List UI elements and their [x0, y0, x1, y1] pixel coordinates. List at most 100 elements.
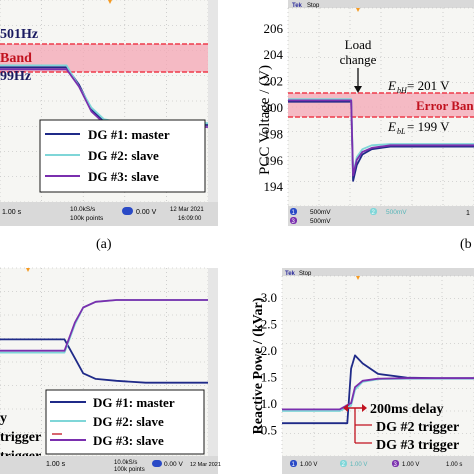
panel-d-dg3-trigger: DG #3 trigger: [376, 438, 459, 453]
panel-c-trigger-marker: [26, 268, 30, 272]
panel-b-trigger-marker: [356, 8, 360, 12]
panel-d-ch2-badge: [340, 460, 347, 467]
panel-b-ch3-num: 3: [292, 219, 296, 225]
panel-a: 501Hz Band 99Hz DG #1: master DG #2: sla…: [0, 0, 218, 252]
panel-c-scope-edge: [208, 268, 218, 456]
panel-c: DG #1: master DG #2: slave DG #3: slave …: [0, 267, 221, 474]
panel-d-ch1-num: 1: [292, 462, 296, 468]
y-tick-label: 1.0: [261, 396, 277, 411]
panel-a-footer-timebase: 1.00 s: [2, 209, 22, 216]
panel-b-ch2-badge: [370, 208, 377, 215]
panel-d-ch3-num: 3: [394, 462, 398, 468]
series-line-3: [288, 99, 474, 177]
panel-b-traces: [288, 98, 474, 182]
panel-d-footer: 1 1.00 V 2 1.00 V 3 1.00 V 1.00 s: [282, 456, 474, 474]
panel-b-footer-bar: [288, 206, 474, 226]
panel-a-legend-label-2: DG #2: slave: [88, 148, 159, 163]
panel-d-delay-label: 200ms delay: [370, 402, 444, 417]
y-tick-label: 2.5: [261, 317, 277, 332]
panel-c-footer-date: 12 Mar 2021: [190, 462, 221, 468]
y-tick-label: 206: [264, 21, 284, 36]
panel-c-traces: [0, 299, 208, 384]
y-tick-label: 204: [264, 47, 284, 62]
panel-d-delay-arrow-left: [343, 404, 348, 412]
panel-c-legend-label-1: DG #1: master: [93, 395, 175, 410]
y-tick-label: 2.0: [261, 343, 277, 358]
panel-d-tek: Tek: [285, 271, 296, 277]
panel-b-ch2-val: 500mV: [386, 209, 407, 216]
panel-d-ch1-badge: [290, 460, 297, 467]
panel-b-stop: Stop: [307, 3, 320, 9]
panel-a-trigger-marker: [108, 0, 112, 4]
panel-b-ch1-num: 1: [292, 210, 296, 216]
panel-b-label: (b: [460, 237, 472, 252]
y-tick-label: 0.5: [261, 423, 277, 438]
panel-d-trigger-marker: [356, 276, 360, 280]
panel-d-stop: Stop: [299, 271, 312, 277]
panel-d-header: [282, 268, 474, 276]
panel-b-load-change-2: change: [340, 52, 377, 67]
panel-c-footer-rate-a: 10.0kS/s: [114, 460, 137, 466]
y-tick-label: 196: [264, 153, 284, 168]
panel-b-band: [288, 93, 474, 117]
panel-a-footer-date: 12 Mar 2021: [170, 207, 204, 213]
panel-d-ch2-val: 1.00 V: [350, 462, 367, 468]
panel-b-ch3-badge: [290, 217, 297, 224]
panel-b-ch1-val: 500mV: [310, 209, 331, 216]
panel-a-ann-band: Band: [0, 51, 32, 66]
panel-d-traces: [282, 354, 474, 425]
series-line-3: [282, 377, 474, 411]
panel-c-footer-trigger: 0.00 V: [164, 461, 183, 468]
panel-a-legend: DG #1: master DG #2: slave DG #3: slave: [39, 119, 206, 193]
y-tick-label: 1.5: [261, 370, 277, 385]
panel-a-legend-label-3: DG #3: slave: [88, 169, 159, 184]
panel-a-footer: 1.00 s 10.0kS/s 100k points 0.00 V 12 Ma…: [0, 202, 218, 226]
panel-a-footer-time: 16:09:00: [178, 216, 202, 222]
panel-b-y-label: PCC Voltage / (V): [257, 65, 273, 175]
panel-c-footer-timebase: 1.00 s: [46, 461, 66, 468]
panel-b-header: [288, 0, 474, 8]
panel-d-footer-bar: [282, 456, 474, 474]
panel-c-legend-label-3: DG #3: slave: [93, 433, 164, 448]
panel-b-tek: Tek: [292, 3, 303, 9]
panel-c-footer-bar: [0, 456, 218, 474]
panel-c-footer-rate-b: 100k points: [114, 467, 145, 473]
panel-a-footer-trigger: 0.00 V: [136, 209, 157, 216]
panel-c-footer: 1.00 s 10.0kS/s 100k points 0.00 V 12 Ma…: [0, 456, 221, 474]
panel-c-ann-y: y: [0, 411, 7, 426]
panel-b-ch2-num: 2: [372, 210, 376, 216]
panel-d-y-label: Reactive Powe / (kVar): [251, 297, 266, 434]
panel-a-footer-bar: [0, 202, 218, 226]
panel-c-footer-ch-badge: [152, 460, 162, 467]
panel-c-ann-trigger-1: trigger: [0, 430, 41, 445]
panel-d-ch3-badge: [392, 460, 399, 467]
panel-b-y-ticks: 194 196 198 200 202 204 206: [264, 21, 284, 194]
panel-a-ann-high: 501Hz: [0, 27, 38, 42]
panel-a-footer-rate-b: 100k points: [70, 215, 104, 222]
panel-d-dg2-trigger: DG #2 trigger: [376, 420, 459, 435]
panel-a-label: (a): [96, 237, 112, 252]
panel-a-ann-low: 99Hz: [0, 69, 31, 84]
y-tick-label: 3.0: [261, 290, 277, 305]
y-tick-label: 194: [264, 179, 284, 194]
panel-a-legend-label-1: DG #1: master: [88, 127, 170, 142]
panel-c-legend: DG #1: master DG #2: slave DG #3: slave: [45, 389, 205, 455]
panel-b-load-change-1: Load: [345, 37, 372, 52]
panel-b-ch1-badge: [290, 208, 297, 215]
y-tick-label: 202: [264, 74, 284, 89]
panel-b-ebh-val: = 201 V: [407, 78, 450, 93]
panel-a-scope-edge: [208, 0, 218, 202]
panel-b-footer: 1 500mV 2 500mV 3 500mV 1: [288, 206, 474, 226]
panel-d-delay-arrow-right: [362, 404, 367, 412]
panel-b-ebh-e: E: [387, 78, 396, 93]
y-tick-label: 200: [264, 100, 284, 115]
panel-b-band-label: Error Band: [416, 98, 474, 113]
panel-b-ebh-sub: bH: [397, 86, 408, 95]
panel-a-footer-ch-badge: [122, 207, 133, 215]
panel-d-ch2-num: 2: [342, 462, 346, 468]
panel-b: Tek Stop 194 196 198 200 202 204 206 PCC Volta…: [257, 0, 474, 252]
panel-d-ch3-val: 1.00 V: [402, 462, 419, 468]
panel-b-ebl-e: E: [387, 119, 396, 134]
panel-b-load-change-arrowhead: [354, 86, 362, 93]
